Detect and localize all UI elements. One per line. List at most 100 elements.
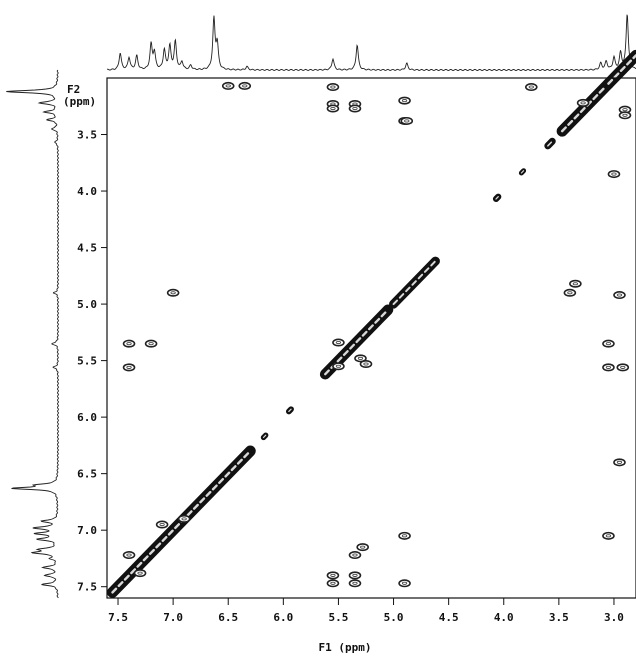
cross-peak xyxy=(144,339,158,348)
left-projection-trace xyxy=(6,69,60,599)
cross-peak-core xyxy=(330,106,336,111)
x-tick-label: 4.0 xyxy=(494,611,514,624)
cross-peak-core xyxy=(611,172,617,176)
plot-frame xyxy=(106,77,636,599)
cross-peak xyxy=(613,291,626,300)
cross-peak xyxy=(613,458,626,467)
x-axis-label: F1 (ppm) xyxy=(319,641,372,654)
cross-peak-core xyxy=(159,522,165,527)
cross-peak xyxy=(602,339,615,348)
cross-peak xyxy=(133,569,147,578)
cross-peak xyxy=(400,116,414,125)
cross-peak-core xyxy=(225,84,231,88)
cross-peak-core xyxy=(335,364,342,368)
cross-peak xyxy=(326,571,340,580)
y-tick-label: 7.5 xyxy=(77,581,97,594)
cross-peak-core xyxy=(352,553,358,557)
cross-peak xyxy=(618,111,632,120)
cross-peak xyxy=(354,354,367,363)
y-tick-label: 4.5 xyxy=(77,242,97,255)
cross-peak xyxy=(398,96,411,105)
cross-peak xyxy=(348,551,362,560)
cross-peak xyxy=(348,579,362,588)
y-tick-label: 5.0 xyxy=(77,298,97,311)
cross-peak-core xyxy=(605,365,612,369)
cross-peak-core xyxy=(330,581,336,585)
cross-peak xyxy=(122,551,136,560)
y-tick-label: 6.5 xyxy=(77,468,97,481)
y-axis-ticks: 3.5 4.0 4.5 5.0 5.5 6.0 6.5 7.0 7.5 xyxy=(77,129,107,594)
cross-peak-core xyxy=(401,534,408,538)
x-tick-label: 7.5 xyxy=(108,611,128,624)
cross-peak-core xyxy=(622,113,628,117)
cross-peak-core xyxy=(620,365,626,369)
cross-peak-core xyxy=(137,571,143,575)
cross-peak xyxy=(238,81,252,90)
cross-peak xyxy=(356,543,369,552)
cross-peak-core xyxy=(616,460,623,464)
cross-peak xyxy=(348,571,362,580)
cross-peak xyxy=(166,288,180,297)
cross-peak-core xyxy=(148,342,154,346)
cross-peak xyxy=(398,531,411,540)
x-tick-label: 4.5 xyxy=(439,611,459,624)
y-tick-label: 3.5 xyxy=(77,129,97,142)
y-tick-label: 5.5 xyxy=(77,355,97,368)
diagonal-peak-contour xyxy=(520,170,525,174)
y-tick-label: 6.0 xyxy=(77,411,97,424)
cross-peak xyxy=(525,83,538,92)
cross-peak-core xyxy=(360,545,366,549)
cross-peak-core xyxy=(170,291,176,295)
cross-peak-core xyxy=(605,534,612,538)
cross-peak-core xyxy=(528,85,534,89)
left-projection-spectrum xyxy=(6,69,60,599)
cross-peaks xyxy=(122,81,632,588)
cross-peak xyxy=(563,288,577,297)
x-tick-label: 3.0 xyxy=(604,611,624,624)
top-projection-trace xyxy=(106,14,636,71)
cross-peak-core xyxy=(567,291,573,295)
cross-peak xyxy=(348,104,362,113)
x-tick-label: 5.0 xyxy=(384,611,404,624)
x-tick-label: 7.0 xyxy=(163,611,183,624)
cross-peak-core xyxy=(330,85,336,89)
cross-peak-core xyxy=(181,517,187,521)
cross-peak-core xyxy=(126,342,132,346)
cross-peak xyxy=(122,339,136,348)
cross-peak xyxy=(602,531,615,540)
cross-peak xyxy=(576,98,590,107)
cross-peak xyxy=(122,363,136,372)
x-tick-label: 5.5 xyxy=(329,611,349,624)
y-axis-label-line2: (ppm) xyxy=(63,95,96,108)
cross-peak xyxy=(177,514,191,523)
cross-peak-core xyxy=(363,362,369,366)
cross-peak xyxy=(332,362,345,371)
diagonal-peak-contour xyxy=(607,54,636,85)
top-projection-spectrum xyxy=(106,14,636,71)
cross-peak-core xyxy=(352,581,358,585)
diagonal-peak-contour xyxy=(262,434,267,439)
diagonal-peak-contour xyxy=(547,140,554,147)
cross-peak-core xyxy=(605,342,612,346)
x-tick-label: 6.0 xyxy=(273,611,293,624)
cross-peak xyxy=(607,170,621,179)
cross-peak xyxy=(569,279,582,288)
diagonal-peak-contour xyxy=(495,196,499,200)
diagonal-peak-contour xyxy=(392,260,437,306)
y-axis-label-line1: F2 xyxy=(67,83,80,96)
diagonal-peak-contour xyxy=(288,408,292,413)
cross-peak xyxy=(359,359,373,368)
cross-peak xyxy=(616,363,630,372)
cross-peak xyxy=(326,579,340,588)
cross-peak-core xyxy=(126,365,132,369)
x-tick-label: 6.5 xyxy=(218,611,238,624)
y-tick-label: 7.0 xyxy=(77,524,97,537)
cross-peak-core xyxy=(401,99,408,103)
x-tick-label: 3.5 xyxy=(549,611,569,624)
cross-peak-core xyxy=(352,573,358,577)
cross-peak xyxy=(155,520,169,529)
cross-peak xyxy=(398,579,411,588)
x-axis-ticks: 7.5 7.0 6.5 6.0 5.5 5.0 4.5 4.0 3.5 3.0 xyxy=(108,598,624,624)
cross-peak-core xyxy=(622,108,628,112)
